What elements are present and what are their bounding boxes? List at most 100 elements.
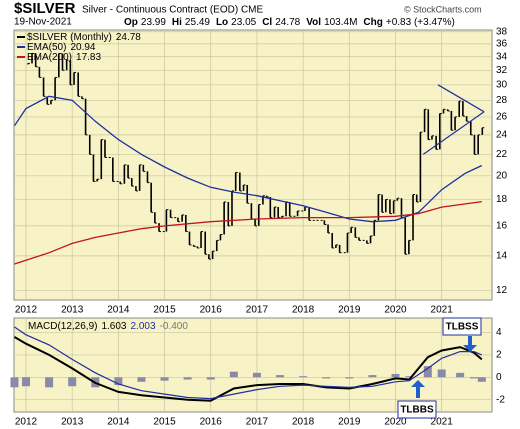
quote-label: Vol [306, 17, 321, 28]
annotation: TLBSS [446, 322, 479, 333]
histogram-bar [423, 366, 432, 378]
legend-value: 1.603 [101, 321, 126, 332]
legend-name: EMA(50) [27, 42, 66, 53]
series-line [14, 200, 482, 265]
x-tick-label: 2013 [61, 305, 84, 316]
series-line [422, 111, 485, 155]
x-tick-label: 2017 [246, 305, 269, 316]
y-tick-label: 38 [496, 26, 508, 37]
annotation-arrowhead [463, 345, 477, 352]
x-tick-label: 2019 [338, 417, 361, 428]
source: © StockCharts.com [404, 4, 482, 14]
histogram-bar [456, 372, 465, 378]
y-tick-label: 30 [496, 79, 508, 90]
quote-value: 25.49 [185, 17, 210, 28]
histogram-bar [477, 377, 486, 382]
chart-title: $SILVER [14, 0, 76, 17]
series-line [13, 336, 483, 402]
histogram-bar [368, 375, 377, 378]
histogram-bar [68, 377, 77, 387]
series-line [14, 326, 483, 400]
histogram-bar [206, 377, 215, 380]
x-tick-label: 2020 [384, 417, 407, 428]
x-tick-label: 2016 [200, 305, 223, 316]
y-tick-label: 16 [496, 221, 508, 232]
series-line [13, 95, 483, 223]
histogram-bar [437, 369, 446, 378]
legend-value: -0.400 [160, 321, 189, 332]
quote-label: Chg [363, 17, 382, 28]
quote-label: Lo [216, 17, 228, 28]
legend-name: EMA(200) [27, 52, 72, 63]
legend-entry: EMA(200) 17.83 [27, 52, 101, 63]
y-tick-label: 28 [496, 95, 508, 106]
chart-subtitle: Silver - Continuous Contract (EOD) CME [82, 5, 263, 16]
y-tick-label: 36 [496, 39, 508, 50]
x-tick-label: 2015 [153, 417, 176, 428]
histogram-bar [22, 377, 31, 387]
x-tick-label: 2021 [431, 305, 454, 316]
y-tick-label: 32 [496, 65, 508, 76]
series-line [437, 84, 485, 113]
histogram-bar [322, 377, 331, 379]
histogram-bar [137, 377, 146, 382]
x-tick-label: 2018 [292, 417, 315, 428]
quote-value: +0.83 (+3.47%) [386, 17, 455, 28]
histogram-bar [114, 377, 123, 386]
x-tick-label: 2018 [292, 305, 315, 316]
histogram-bar [299, 376, 308, 378]
y-tick-label: -2 [496, 394, 505, 405]
y-tick-label: 2 [496, 350, 502, 361]
x-tick-label: 2013 [61, 417, 84, 428]
quote-value: 23.99 [141, 17, 166, 28]
histogram-bar [45, 377, 54, 388]
y-tick-label: 12 [496, 285, 508, 296]
y-tick-label: 34 [496, 51, 508, 62]
x-tick-label: 2017 [246, 417, 269, 428]
histogram-bar [391, 373, 400, 378]
histogram-bar [183, 377, 192, 380]
quote-label: Cl [262, 17, 272, 28]
annotation-box [442, 317, 482, 336]
histogram-bar [405, 376, 414, 378]
y-tick-label: 24 [496, 130, 508, 141]
legend-value: 17.83 [76, 52, 101, 63]
quote-label: Hi [172, 17, 182, 28]
quote: Op 23.99 Hi 25.49 Lo 23.05 Cl 24.78 Vol 103.4M Chg… [124, 17, 455, 28]
legend-entry: $SILVER (Monthly) 24.78 [27, 32, 141, 43]
y-tick-label: 20 [496, 170, 508, 181]
y-tick-label: 26 [496, 112, 508, 123]
y-tick-label: 0 [496, 372, 502, 383]
x-tick-label: 2021 [431, 417, 454, 428]
histogram-bar [345, 377, 354, 379]
legend-value: 20.94 [70, 42, 95, 53]
quote-value: 103.4M [324, 17, 357, 28]
x-tick-label: 2014 [107, 417, 130, 428]
y-tick-label: 14 [496, 250, 508, 261]
plot-area [13, 317, 493, 413]
annotation-arrowhead [411, 380, 425, 387]
histogram-bar [229, 371, 238, 378]
histogram-bar [469, 377, 478, 379]
y-tick-label: 22 [496, 149, 508, 160]
x-tick-label: 2020 [384, 305, 407, 316]
x-tick-label: 2012 [15, 417, 38, 428]
annotation: TLBBS [400, 405, 434, 416]
histogram-bar [276, 375, 285, 378]
annotation-box [397, 400, 437, 419]
y-tick-label: 4 [496, 327, 502, 338]
x-tick-label: 2019 [338, 305, 361, 316]
legend-value: 2.003 [131, 321, 156, 332]
legend-name: MACD(12,26,9) [28, 321, 97, 332]
y-tick-label: 18 [496, 194, 508, 205]
quote-label: Op [124, 17, 138, 28]
x-tick-label: 2016 [200, 417, 223, 428]
legend-name: $SILVER (Monthly) [27, 32, 112, 43]
histogram-bar [160, 377, 169, 381]
quote-value: 24.78 [275, 17, 300, 28]
legend-entry: EMA(50) 20.94 [27, 42, 96, 53]
x-tick-label: 2012 [15, 305, 38, 316]
date: 19-Nov-2021 [14, 17, 72, 28]
quote-value: 23.05 [231, 17, 256, 28]
